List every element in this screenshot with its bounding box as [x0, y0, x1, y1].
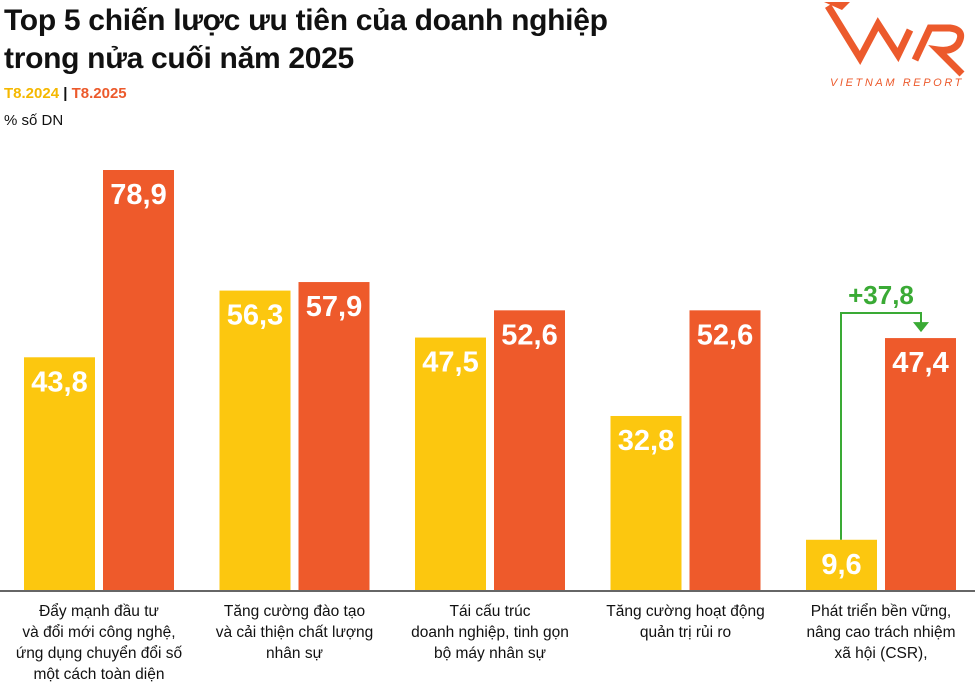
category-label: Tái cấu trúc doanh nghiệp, tinh gọn bộ máy…	[411, 603, 569, 662]
legend-separator: |	[63, 85, 68, 102]
arrow-head-icon	[913, 322, 929, 333]
delta-arrow-line	[840, 312, 922, 540]
title-line-1: Top 5 chiến lược ưu tiên của doanh nghiệ…	[4, 4, 608, 37]
data-label: 32,8	[618, 425, 674, 457]
bar-t8-2025-2	[494, 310, 565, 591]
svg-text:VIETNAM REPORT: VIETNAM REPORT	[830, 77, 964, 89]
title-line-2: trong nửa cuối năm 2025	[4, 42, 354, 75]
unit-label: % số DN	[4, 112, 64, 129]
bar-t8-2025-0	[103, 170, 174, 591]
legend-t8-2025: T8.2025	[71, 85, 127, 102]
data-label: 52,6	[697, 319, 753, 351]
category-label: Đẩy mạnh đầu tư và đổi mới công nghệ, ứng …	[15, 603, 183, 683]
data-label: 57,9	[306, 291, 362, 323]
data-label: 78,9	[110, 179, 166, 211]
data-label: 47,5	[422, 347, 478, 379]
delta-label: +37,8	[848, 280, 914, 310]
bar-t8-2024-3	[610, 415, 682, 591]
data-label: 56,3	[227, 300, 283, 332]
vietnam-report-logo: VIETNAM REPORT	[824, 2, 965, 89]
bar-t8-2024-0	[24, 357, 95, 591]
bar-t8-2025-3	[689, 310, 761, 591]
data-label: 47,4	[892, 347, 948, 379]
bar-t8-2025-4	[885, 338, 956, 591]
chart-title: Top 5 chiến lược ưu tiên của doanh nghiệ…	[4, 2, 608, 78]
category-label: Tăng cường đào tạo và cải thiện chất lượn…	[215, 603, 374, 662]
bar-t8-2025-1	[298, 282, 370, 591]
data-label: 9,6	[821, 549, 861, 581]
data-label: 52,6	[501, 319, 557, 351]
bar-t8-2024-4	[806, 539, 877, 591]
category-label: Tăng cường hoạt động quản trị rủi ro	[606, 603, 765, 641]
bar-t8-2024-1	[219, 290, 291, 591]
data-label: 43,8	[31, 366, 87, 398]
legend: T8.2024 | T8.2025	[4, 85, 127, 102]
category-label: Phát triển bền vững, nâng cao trách nhiệm…	[806, 603, 956, 662]
legend-t8-2024: T8.2024	[4, 85, 60, 102]
bar-t8-2024-2	[415, 337, 486, 591]
